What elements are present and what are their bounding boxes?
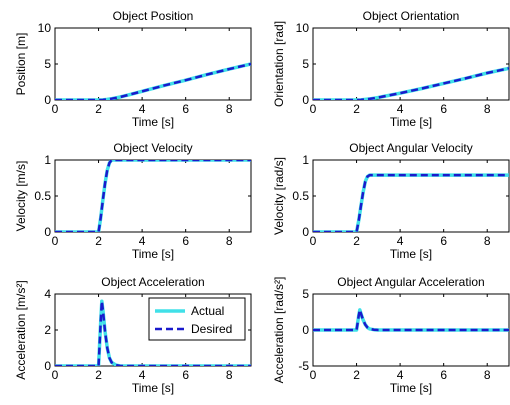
x-tick-label: 6 bbox=[182, 102, 189, 116]
legend-box bbox=[148, 297, 246, 341]
y-axis-label: Acceleration [m/s²] bbox=[14, 280, 28, 379]
x-tick-label: 6 bbox=[440, 102, 447, 116]
series-line-desired bbox=[313, 173, 509, 232]
legend-label-actual: Actual bbox=[191, 304, 224, 318]
y-tick-label: 10 bbox=[296, 21, 310, 35]
x-tick-label: 0 bbox=[52, 102, 59, 116]
x-tick-label: 6 bbox=[182, 234, 189, 248]
x-tick-label: 0 bbox=[310, 234, 317, 248]
x-tick-label: 6 bbox=[440, 368, 447, 382]
x-axis-label: Time [s] bbox=[390, 247, 432, 261]
legend: Actual Desired bbox=[148, 297, 246, 341]
y-axis-label: Orientation [rad] bbox=[272, 21, 286, 107]
y-tick-label: 0 bbox=[302, 225, 309, 239]
x-tick-label: 6 bbox=[440, 234, 447, 248]
subplot-2: 0 2 4 6 8 0 5 10 Object Orientation Time [s] Orien… bbox=[272, 9, 510, 129]
x-tick-label: 8 bbox=[226, 234, 233, 248]
series-line-desired bbox=[313, 67, 509, 100]
x-tick-label: 0 bbox=[310, 102, 317, 116]
y-axis-label: Velocity [m/s] bbox=[14, 161, 28, 232]
x-tick-label: 4 bbox=[397, 102, 404, 116]
x-axis-label: Time [s] bbox=[132, 247, 174, 261]
subplot-title: Object Angular Velocity bbox=[349, 141, 472, 155]
x-tick-label: 0 bbox=[310, 368, 317, 382]
y-tick-label: 5 bbox=[302, 57, 309, 71]
y-axis-label: Position [m] bbox=[14, 33, 28, 96]
x-tick-label: 4 bbox=[139, 368, 146, 382]
y-tick-label: 5 bbox=[302, 287, 309, 301]
y-tick-label: 5 bbox=[44, 57, 51, 71]
x-tick-label: 4 bbox=[139, 234, 146, 248]
y-tick-label: 10 bbox=[38, 21, 52, 35]
series-line-desired bbox=[55, 160, 251, 232]
y-tick-label: 1 bbox=[44, 153, 51, 167]
x-tick-label: 2 bbox=[95, 102, 102, 116]
x-tick-label: 8 bbox=[484, 234, 491, 248]
x-tick-label: 4 bbox=[139, 102, 146, 116]
y-tick-label: 0.5 bbox=[292, 189, 309, 203]
y-axis-label: Acceleration [rad/s²] bbox=[272, 277, 286, 384]
y-tick-label: 0 bbox=[44, 93, 51, 107]
subplot-3: 0 2 4 6 8 0 0.5 1 Object Velocity Time [s] Velocit… bbox=[14, 141, 252, 261]
x-axis-label: Time [s] bbox=[390, 115, 432, 129]
x-tick-label: 8 bbox=[484, 368, 491, 382]
x-tick-label: 2 bbox=[95, 234, 102, 248]
series-line-desired bbox=[55, 62, 251, 100]
x-tick-label: 8 bbox=[226, 102, 233, 116]
x-tick-label: 4 bbox=[397, 368, 404, 382]
x-axis-label: Time [s] bbox=[132, 115, 174, 129]
subplot-1: 0 2 4 6 8 0 5 10 Object Position Time [s] Position… bbox=[14, 9, 252, 129]
y-tick-label: 0 bbox=[44, 359, 51, 373]
subplot-title: Object Acceleration bbox=[101, 275, 204, 289]
y-tick-label: 0 bbox=[302, 93, 309, 107]
x-tick-label: 2 bbox=[353, 368, 360, 382]
subplot-title: Object Velocity bbox=[113, 141, 192, 155]
y-tick-label: 0 bbox=[302, 323, 309, 337]
y-tick-label: 1 bbox=[302, 153, 309, 167]
subplot-title: Object Orientation bbox=[363, 9, 460, 23]
y-tick-label: 2 bbox=[44, 323, 51, 337]
series-line-desired bbox=[55, 299, 251, 366]
y-tick-label: 4 bbox=[44, 287, 51, 301]
y-tick-label: 0 bbox=[44, 225, 51, 239]
x-tick-label: 8 bbox=[484, 102, 491, 116]
x-tick-label: 2 bbox=[353, 234, 360, 248]
x-axis-label: Time [s] bbox=[132, 381, 174, 395]
subplot-5: 0 2 4 6 8 0 2 4 Object Acceleration Time [s] Accel… bbox=[14, 275, 252, 395]
subplot-title: Object Angular Acceleration bbox=[337, 275, 484, 289]
x-tick-label: 2 bbox=[95, 368, 102, 382]
x-tick-label: 6 bbox=[182, 368, 189, 382]
x-tick-label: 2 bbox=[353, 102, 360, 116]
axes-box bbox=[54, 159, 252, 233]
legend-label-desired: Desired bbox=[191, 322, 232, 336]
y-tick-label: -5 bbox=[298, 359, 309, 373]
x-axis-label: Time [s] bbox=[390, 381, 432, 395]
series-line-desired bbox=[313, 308, 509, 332]
axes-box bbox=[312, 159, 510, 233]
x-tick-label: 0 bbox=[52, 234, 59, 248]
axes-box bbox=[312, 27, 510, 101]
x-tick-label: 4 bbox=[397, 234, 404, 248]
x-tick-label: 8 bbox=[226, 368, 233, 382]
y-tick-label: 0.5 bbox=[34, 189, 51, 203]
subplot-4: 0 2 4 6 8 0 0.5 1 Object Angular Velocity Time [s… bbox=[272, 141, 510, 261]
x-tick-label: 0 bbox=[52, 368, 59, 382]
y-axis-label: Velocity [rad/s] bbox=[272, 157, 286, 235]
subplot-title: Object Position bbox=[113, 9, 194, 23]
